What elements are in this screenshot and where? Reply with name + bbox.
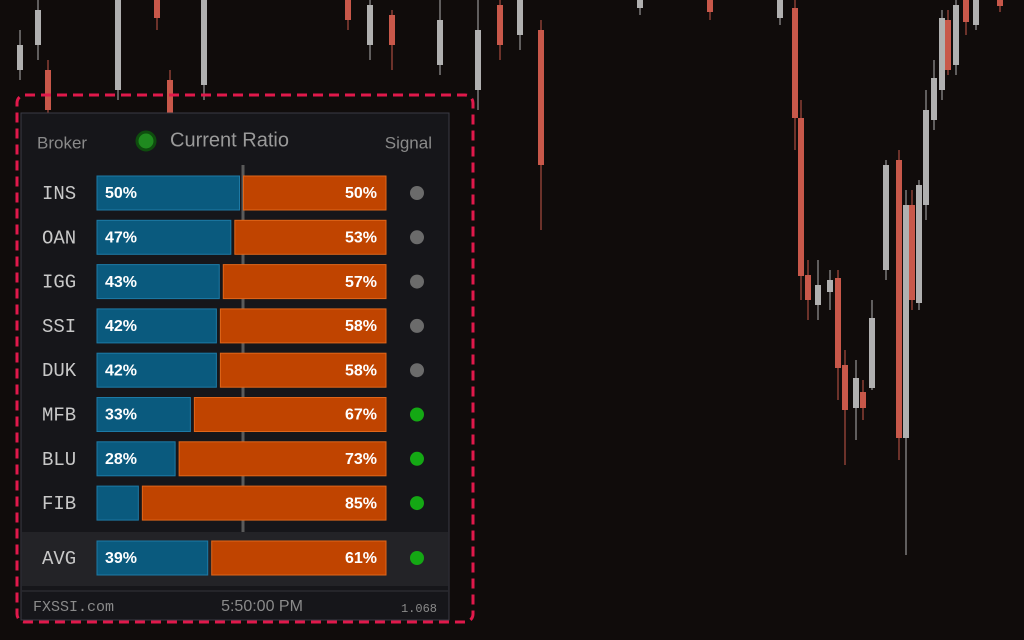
long-label: 33% [105,407,137,424]
long-label: 43% [105,274,137,291]
short-bar [222,264,387,300]
long-label: 50% [105,185,137,202]
header-title: Current Ratio [170,129,289,151]
short-bar [178,441,387,477]
long-label: 42% [105,318,137,335]
footer-version: 1.068 [401,602,437,616]
signal-dot [410,363,424,378]
short-label: 73% [345,451,377,468]
long-label: 47% [105,230,137,247]
short-label: 61% [345,550,377,567]
long-label: 39% [105,550,137,567]
broker-code: SSI [42,316,76,338]
footer-time: 5:50:00 PM [221,598,303,615]
highlight-border [15,93,475,624]
header-broker: Broker [37,133,87,152]
long-bar [96,264,220,300]
signal-dot [410,407,424,422]
long-bar [96,352,217,388]
short-label: 67% [345,407,377,424]
signal-dot [410,496,424,511]
signal-dot [410,230,424,245]
short-bar [141,485,387,521]
long-bar [96,485,139,521]
long-bar [96,175,240,211]
broker-code: AVG [42,548,76,570]
short-bar [219,308,387,344]
footer-site: FXSSI.com [33,599,114,616]
broker-code: INS [42,183,76,205]
signal-dot [410,451,424,466]
short-bar [211,540,387,576]
long-label: 42% [105,362,137,379]
long-bar [96,441,176,477]
long-bar [96,308,217,344]
signal-dot [410,318,424,333]
header-signal: Signal [385,133,432,152]
short-label: 57% [345,274,377,291]
status-dot [135,130,157,152]
signal-dot [410,186,424,200]
long-label: 28% [105,451,137,468]
short-label: 58% [345,318,377,335]
signal-dot [410,274,424,289]
short-label: 85% [345,495,377,512]
broker-code: OAN [42,227,76,249]
broker-code: FIB [42,493,76,515]
short-bar [234,219,387,255]
broker-code: IGG [42,272,76,294]
short-bar [219,352,387,388]
long-bar [96,540,209,576]
short-label: 58% [345,362,377,379]
broker-code: BLU [42,449,76,471]
short-label: 53% [345,230,377,247]
short-bar [193,397,387,432]
long-bar [96,219,232,255]
long-bar [96,397,191,432]
broker-code: MFB [42,405,76,427]
signal-dot [410,551,424,565]
short-bar [243,175,387,211]
short-label: 50% [345,185,377,202]
broker-code: DUK [42,360,77,382]
candles [17,0,1003,555]
